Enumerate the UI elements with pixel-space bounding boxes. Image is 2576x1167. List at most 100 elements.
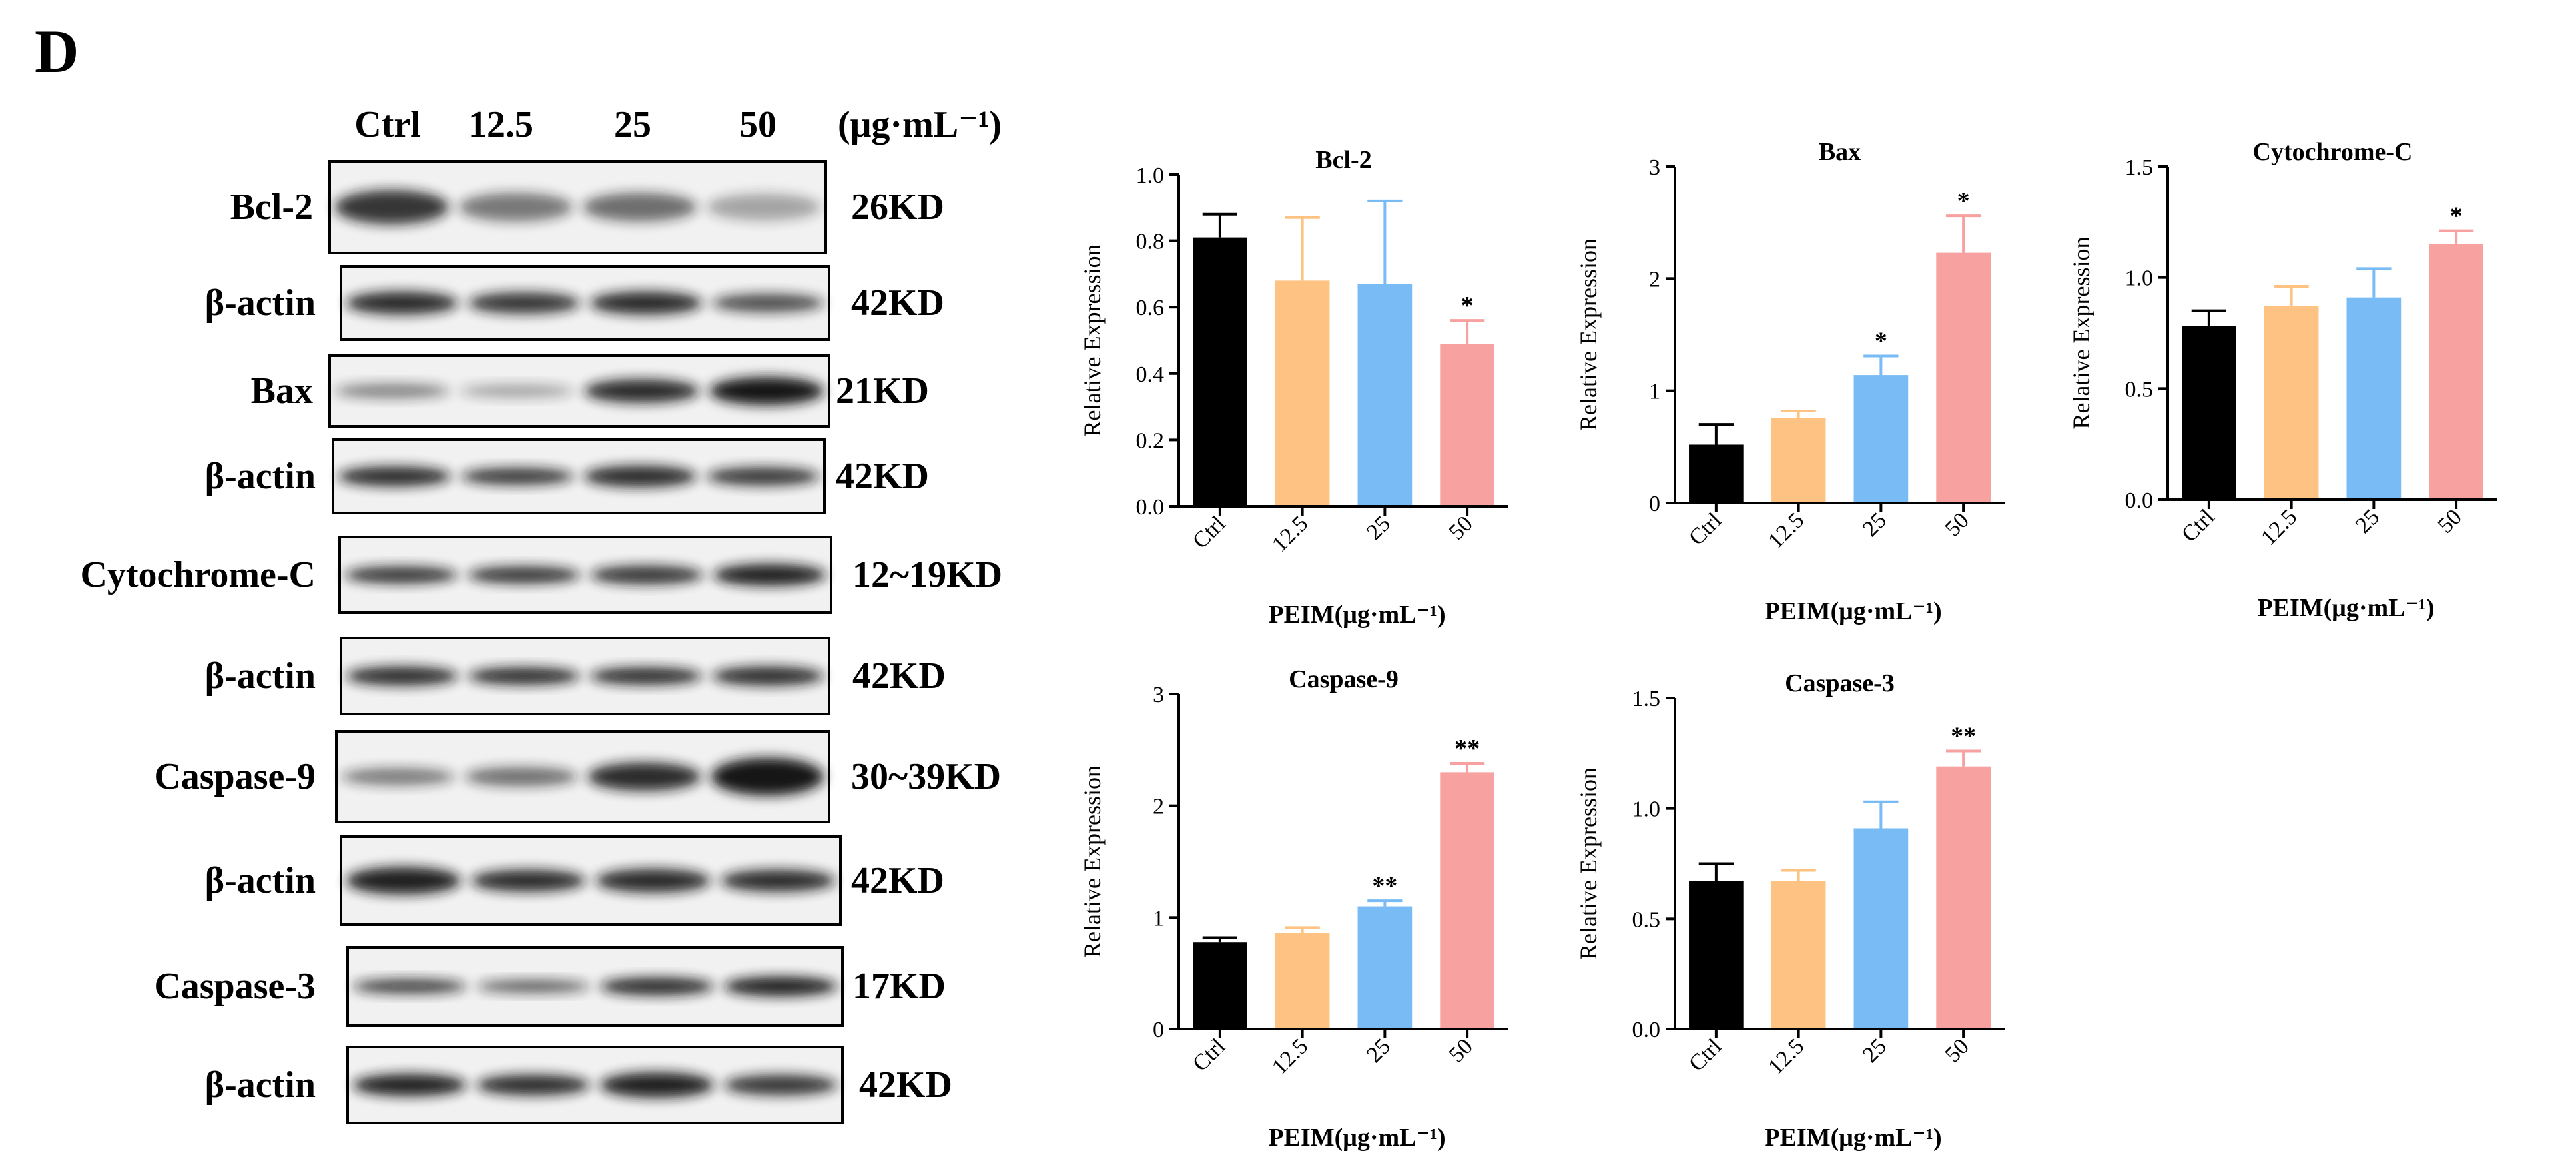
- bar: [1275, 933, 1330, 1029]
- bar-chart: * 0.0 0.2 0.4 0.6 0.8 1.0 Ctrl 12.5 25 50 Bcl-2 PEIM…: [1079, 146, 1508, 629]
- bar: [1853, 828, 1909, 1029]
- lane-label: Ctrl: [354, 104, 421, 145]
- blot-band: [346, 867, 461, 895]
- bar-chart: * * 0 1 2 3 Ctrl 12.5 25 50 Bax PEIM(μg·mL⁻¹) Relati…: [1575, 138, 2005, 625]
- bar: [1853, 375, 1909, 503]
- blot-row: β-actin 42KD: [205, 438, 929, 514]
- x-axis-label: PEIM(μg·mL⁻¹): [1764, 597, 1941, 625]
- blot-band: [468, 667, 581, 685]
- protein-label: Bcl-2: [230, 187, 313, 228]
- y-tick-label: 1.0: [2125, 266, 2154, 291]
- bar-chart: * 0.0 0.5 1.0 1.5 Ctrl 12.5 25 50 Cytochrome-C PEI…: [2068, 138, 2497, 622]
- bar-charts: * 0.0 0.2 0.4 0.6 0.8 1.0 Ctrl 12.5 25 50 Bcl-2 PEIM…: [1079, 138, 2497, 1152]
- protein-label: β-actin: [205, 1064, 316, 1106]
- x-tick-label: 50: [1941, 1034, 1974, 1067]
- bar: [2429, 244, 2483, 500]
- blot-band: [464, 767, 578, 787]
- y-tick-label: 3: [1649, 155, 1660, 180]
- x-tick-label: 12.5: [1267, 1034, 1313, 1079]
- blot-row: β-actin 42KD: [205, 1046, 952, 1124]
- x-tick-label: Ctrl: [2177, 504, 2220, 547]
- protein-label: Caspase-9: [154, 756, 316, 797]
- blot-row: Caspase-3 17KD: [154, 946, 946, 1027]
- significance-label: **: [1454, 735, 1480, 763]
- y-axis-label: Relative Expression: [1575, 767, 1602, 960]
- significance-label: *: [1461, 292, 1474, 320]
- x-tick-label: 12.5: [1267, 511, 1313, 556]
- x-tick-label: Ctrl: [1188, 1034, 1231, 1076]
- blot-band: [458, 193, 573, 222]
- blot-row: Caspase-9 30~39KD: [154, 730, 1001, 823]
- blot-band: [582, 193, 697, 222]
- chart-title: Cytochrome-C: [2253, 138, 2413, 166]
- y-tick-label: 0.0: [2125, 488, 2154, 513]
- y-tick-label: 0.2: [1136, 428, 1165, 453]
- blot-band: [352, 978, 467, 994]
- blot-band: [709, 376, 824, 406]
- bar: [1357, 906, 1413, 1029]
- y-tick-label: 0.0: [1632, 1018, 1661, 1042]
- protein-label: Bax: [251, 370, 313, 412]
- bar: [1936, 766, 1991, 1029]
- y-tick-label: 2: [1153, 795, 1164, 819]
- y-axis-label: Relative Expression: [1079, 765, 1106, 958]
- blot-band: [595, 868, 711, 893]
- significance-label: *: [1957, 187, 1970, 215]
- bar: [1689, 444, 1744, 503]
- band-size-label: 42KD: [852, 655, 946, 697]
- blot-band: [334, 189, 449, 225]
- x-tick-label: 12.5: [1764, 1034, 1809, 1079]
- significance-label: **: [1951, 723, 1976, 751]
- y-tick-label: 0.4: [1136, 362, 1165, 387]
- blot-row: Bcl-2 26KD: [230, 160, 944, 254]
- x-axis-label: PEIM(μg·mL⁻¹): [1268, 1124, 1445, 1152]
- y-tick-label: 2: [1649, 267, 1660, 292]
- blot-band: [338, 466, 452, 487]
- x-tick-label: 50: [1941, 508, 1974, 541]
- y-tick-label: 1.5: [2125, 155, 2154, 180]
- blot-band: [707, 193, 821, 221]
- bar: [2264, 306, 2319, 500]
- blot-band: [721, 869, 836, 892]
- band-size-label: 12~19KD: [852, 554, 1002, 595]
- blot-band: [344, 566, 458, 584]
- blot-row: Cytochrome-C 12~19KD: [80, 536, 1002, 614]
- y-tick-label: 1.0: [1136, 163, 1165, 188]
- y-tick-label: 1.5: [1632, 687, 1661, 711]
- band-size-label: 42KD: [859, 1064, 952, 1106]
- blot-band: [352, 1074, 467, 1096]
- band-size-label: 30~39KD: [851, 756, 1001, 797]
- bar: [1193, 942, 1247, 1029]
- blot-band: [346, 291, 458, 315]
- y-tick-label: 0.5: [2125, 377, 2154, 402]
- band-size-label: 42KD: [851, 282, 944, 324]
- blot-band: [589, 291, 703, 315]
- y-tick-label: 0: [1649, 492, 1660, 516]
- blot-band: [713, 564, 826, 586]
- blot-band: [341, 768, 455, 785]
- blot-band: [467, 566, 581, 584]
- blot-band: [471, 869, 586, 892]
- blot-band: [590, 565, 704, 585]
- y-tick-label: 3: [1153, 683, 1164, 707]
- chart-title: Bax: [1819, 138, 1861, 166]
- y-tick-label: 0: [1153, 1018, 1164, 1042]
- protein-label: β-actin: [205, 282, 316, 324]
- bar: [1357, 284, 1413, 506]
- x-tick-label: Ctrl: [1684, 1034, 1727, 1076]
- blot-row: β-actin 42KD: [205, 265, 944, 341]
- y-tick-label: 1: [1649, 380, 1660, 404]
- x-tick-label: 12.5: [2256, 504, 2302, 550]
- band-size-label: 17KD: [852, 966, 946, 1007]
- bar: [1936, 252, 1991, 503]
- blot-band: [599, 1072, 714, 1098]
- x-axis-label: PEIM(μg·mL⁻¹): [2257, 594, 2434, 622]
- blot-row: Bax 21KD: [251, 354, 929, 428]
- y-tick-label: 1.0: [1632, 797, 1661, 822]
- protein-label: Cytochrome-C: [80, 554, 316, 595]
- significance-label: *: [1875, 327, 1887, 355]
- x-tick-label: 12.5: [1764, 508, 1809, 553]
- y-tick-label: 0.6: [1136, 296, 1165, 320]
- band-size-label: 26KD: [851, 187, 944, 228]
